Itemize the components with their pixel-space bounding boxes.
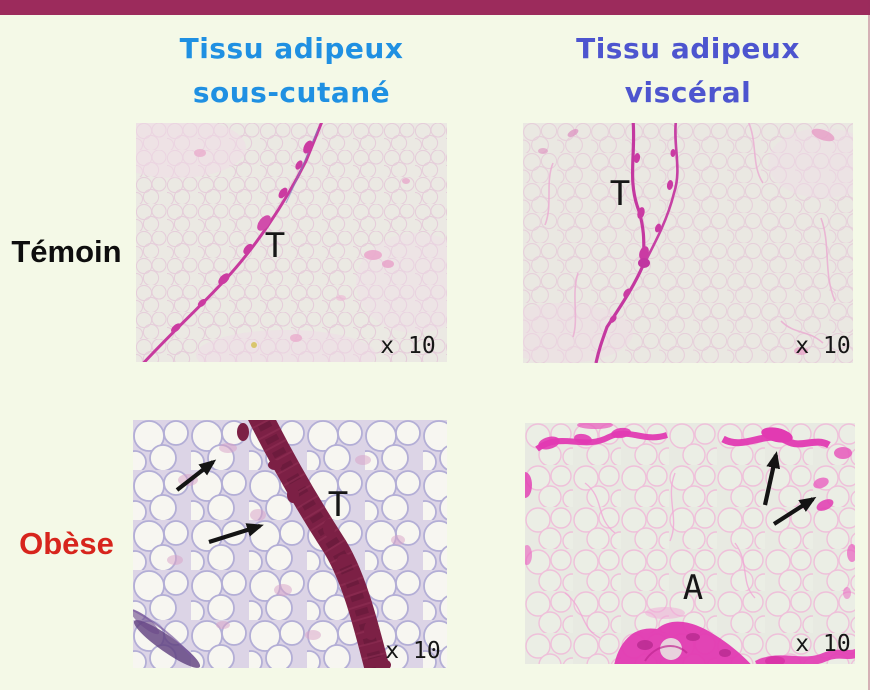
adipocyte-tissue-texture (523, 123, 853, 363)
right-edge-accent (868, 0, 870, 690)
magnification-label: x 10 (385, 638, 440, 664)
column-header-visceral: Tissu adipeux viscéral (523, 27, 853, 115)
pink-specks (538, 128, 835, 355)
faint-septa (564, 472, 756, 639)
column-header-sous-cutane: Tissu adipeux sous-cutané (136, 27, 447, 115)
annotation-arrow (208, 523, 264, 545)
annotation-arrow (762, 451, 781, 506)
annotation-letter: T (265, 226, 285, 266)
septum-trabecula (142, 123, 323, 362)
magnification-label: x 10 (795, 631, 850, 657)
micrograph-obese-sous-cutane: T x 10 (133, 420, 447, 668)
fibrosis-band (237, 420, 391, 668)
annotation-arrow (175, 459, 217, 492)
top-accent-bar (0, 0, 870, 15)
pink-specks (194, 149, 410, 348)
micrograph-temoin-visceral: T x 10 (523, 123, 853, 363)
annotation-letter: A (683, 568, 703, 608)
column-header-line1: Tissu adipeux (179, 32, 404, 65)
magnification-label: x 10 (795, 333, 850, 359)
annotation-arrow (772, 496, 817, 526)
micrograph-temoin-sous-cutane: T x 10 (136, 123, 447, 362)
septum-trabecula (594, 123, 679, 363)
column-header-line2: viscéral (624, 76, 752, 109)
column-header-line2: sous-cutané (192, 76, 391, 109)
row-label-obese: Obèse (19, 526, 114, 561)
annotation-letter: T (610, 174, 630, 214)
micrograph-obese-visceral: A x 10 (525, 423, 855, 664)
inflammatory-infiltrate-top-right (721, 427, 855, 599)
magnification-label: x 10 (380, 333, 435, 359)
faint-septa (544, 123, 836, 344)
adventitia-mass (614, 607, 855, 664)
row-label-temoin: Témoin (11, 234, 122, 269)
annotation-letter: T (328, 485, 348, 525)
column-header-line1: Tissu adipeux (576, 32, 800, 65)
tissue-wash (523, 128, 853, 363)
inflammatory-infiltrate-top-left (525, 423, 668, 565)
dark-purple-streak (133, 609, 201, 668)
